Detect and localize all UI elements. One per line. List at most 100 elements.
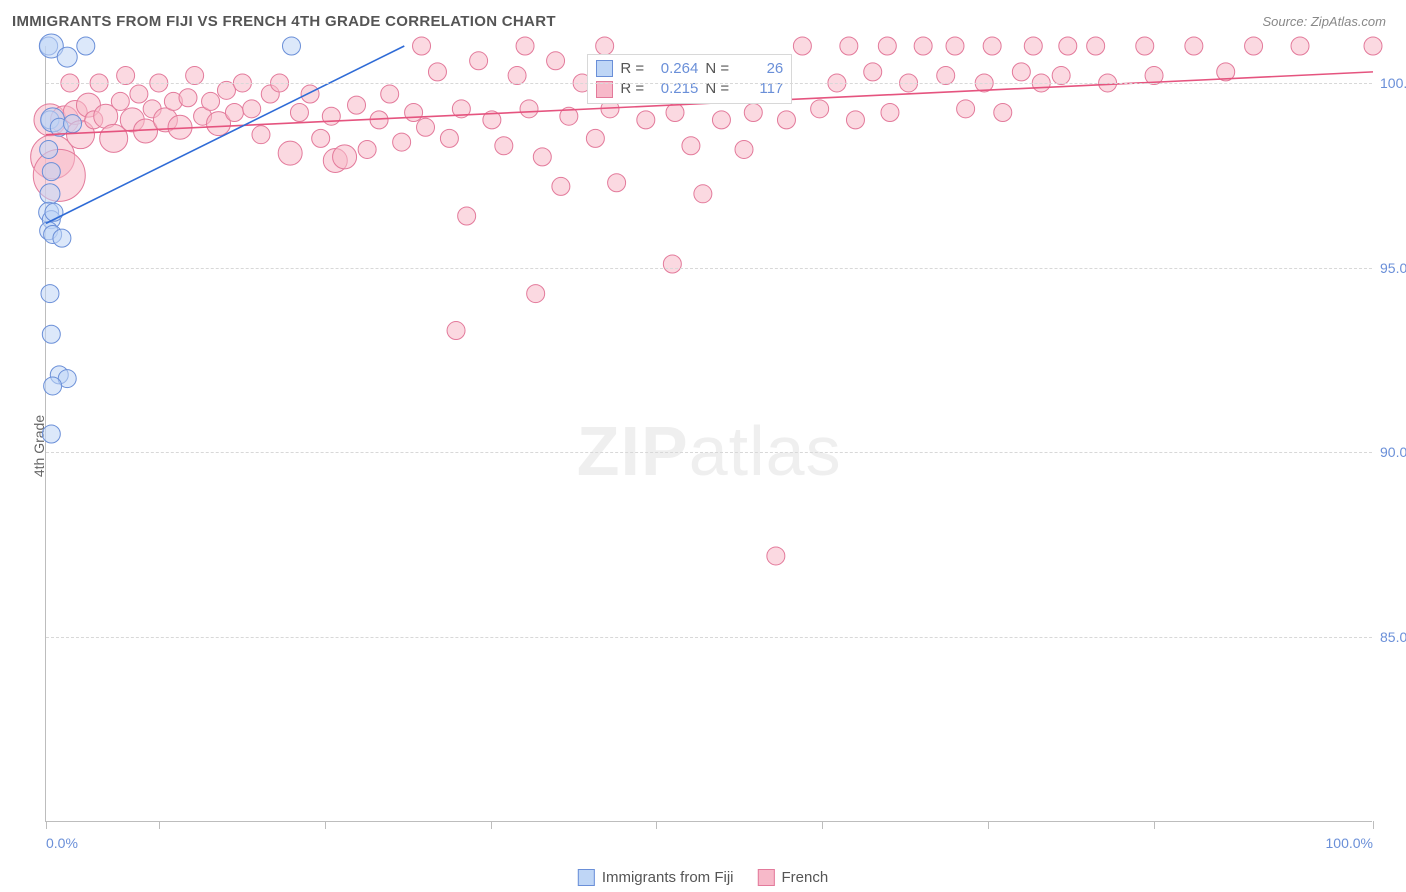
x-tick <box>325 821 326 829</box>
point-french <box>1185 37 1203 55</box>
x-tick <box>988 821 989 829</box>
point-french <box>290 104 308 122</box>
legend-label-fiji: Immigrants from Fiji <box>602 869 734 886</box>
point-french <box>983 37 1001 55</box>
point-french <box>663 255 681 273</box>
point-french <box>840 37 858 55</box>
point-french <box>358 140 376 158</box>
point-french <box>846 111 864 129</box>
source-name: ZipAtlas.com <box>1311 14 1386 29</box>
point-fiji <box>77 37 95 55</box>
point-french <box>1052 67 1070 85</box>
legend-label-french: French <box>782 869 829 886</box>
point-french <box>767 547 785 565</box>
y-tick-label: 95.0% <box>1380 260 1406 276</box>
r-label: R = <box>620 59 644 79</box>
x-tick-label: 100.0% <box>1326 835 1373 851</box>
point-french <box>1059 37 1077 55</box>
source-label: Source: ZipAtlas.com <box>1262 14 1386 29</box>
point-fiji <box>40 184 60 204</box>
point-french <box>470 52 488 70</box>
n-value-fiji: 26 <box>741 59 783 79</box>
point-french <box>447 322 465 340</box>
y-tick-label: 85.0% <box>1380 629 1406 645</box>
point-french <box>516 37 534 55</box>
point-french <box>881 104 899 122</box>
gridline-h <box>46 452 1372 453</box>
r-value-fiji: 0.264 <box>656 59 698 79</box>
point-french <box>552 177 570 195</box>
point-fiji <box>64 115 82 133</box>
y-tick-label: 90.0% <box>1380 444 1406 460</box>
point-french <box>712 111 730 129</box>
source-prefix: Source: <box>1262 14 1310 29</box>
point-french <box>1245 37 1263 55</box>
swatch-fiji-icon <box>596 60 613 77</box>
point-french <box>186 67 204 85</box>
x-tick <box>46 821 47 829</box>
point-french <box>914 37 932 55</box>
point-french <box>946 37 964 55</box>
gridline-h <box>46 268 1372 269</box>
point-french <box>682 137 700 155</box>
point-fiji <box>40 140 58 158</box>
point-french <box>179 89 197 107</box>
point-french <box>322 107 340 125</box>
point-french <box>547 52 565 70</box>
point-french <box>811 100 829 118</box>
point-french <box>393 133 411 151</box>
point-fiji <box>282 37 300 55</box>
legend-stats-row-fiji: R = 0.264 N = 26 <box>596 59 783 79</box>
swatch-fiji-icon <box>578 869 595 886</box>
point-french <box>225 104 243 122</box>
point-french <box>1136 37 1154 55</box>
point-fiji <box>44 377 62 395</box>
point-fiji <box>42 325 60 343</box>
point-french <box>348 96 366 114</box>
point-french <box>333 145 357 169</box>
header: IMMIGRANTS FROM FIJI VS FRENCH 4TH GRADE… <box>0 0 1406 42</box>
x-tick <box>1154 821 1155 829</box>
x-tick <box>159 821 160 829</box>
point-french <box>243 100 261 118</box>
point-french <box>252 126 270 144</box>
point-fiji <box>53 229 71 247</box>
point-french <box>312 129 330 147</box>
x-tick <box>491 821 492 829</box>
point-french <box>1012 63 1030 81</box>
point-french <box>428 63 446 81</box>
point-fiji <box>42 425 60 443</box>
x-tick <box>656 821 657 829</box>
point-french <box>586 129 604 147</box>
swatch-french-icon <box>758 869 775 886</box>
point-french <box>1364 37 1382 55</box>
point-french <box>878 37 896 55</box>
point-french <box>527 285 545 303</box>
point-french <box>413 37 431 55</box>
point-french <box>793 37 811 55</box>
point-french <box>1291 37 1309 55</box>
point-french <box>381 85 399 103</box>
point-french <box>1087 37 1105 55</box>
point-fiji <box>57 47 77 67</box>
point-french <box>520 100 538 118</box>
point-french <box>994 104 1012 122</box>
chart-title: IMMIGRANTS FROM FIJI VS FRENCH 4TH GRADE… <box>12 13 556 30</box>
point-french <box>217 81 235 99</box>
point-french <box>440 129 458 147</box>
point-french <box>301 85 319 103</box>
n-label: N = <box>705 59 729 79</box>
point-french <box>117 67 135 85</box>
x-tick <box>822 821 823 829</box>
point-french <box>777 111 795 129</box>
chart-svg <box>46 46 1372 821</box>
point-fiji <box>41 285 59 303</box>
point-french <box>458 207 476 225</box>
x-tick <box>1373 821 1374 829</box>
point-french <box>864 63 882 81</box>
point-french <box>202 92 220 110</box>
point-french <box>666 104 684 122</box>
plot-area: ZIPatlas R = 0.264 N = 26 R = 0.215 N = … <box>45 46 1372 822</box>
gridline-h <box>46 83 1372 84</box>
point-french <box>957 100 975 118</box>
